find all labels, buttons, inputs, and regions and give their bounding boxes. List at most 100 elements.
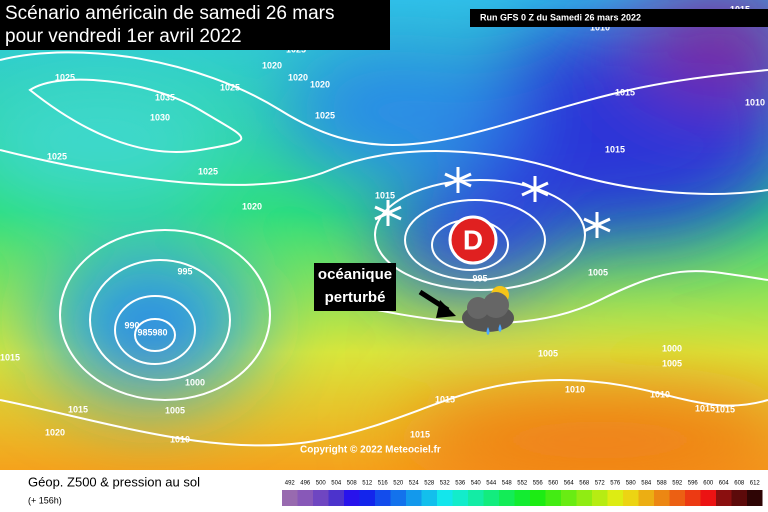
scale-swatch [716,490,732,506]
isobar-label: 985 [137,327,152,337]
isobar-label: 1020 [288,72,308,82]
scale-swatch [700,490,716,506]
scale-swatch [561,490,577,506]
isobar-label: 1015 [68,404,88,414]
scale-swatch [282,490,298,506]
scale-label: 572 [595,481,606,487]
scale-swatch [437,490,453,506]
scale-label: 600 [703,481,714,487]
isobar-label: 1035 [155,92,175,102]
weather-icon [462,286,514,335]
scale-swatch [375,490,391,506]
isobar-label: 1010 [745,97,765,107]
scale-swatch [592,490,608,506]
scale-swatch [669,490,685,506]
isobar-label: 1025 [55,72,75,82]
scale-label: 588 [657,481,668,487]
scale-label: 528 [424,481,435,487]
scale-label: 604 [719,481,730,487]
scale-label: 508 [347,481,358,487]
isobar-label: 1020 [310,79,330,89]
isobar-label: 1015 [375,190,395,200]
scale-swatch [328,490,344,506]
isobar-label: 1015 [695,403,715,413]
scale-label: 596 [688,481,699,487]
scale-swatch [483,490,499,506]
scale-swatch [452,490,468,506]
isobar-label: 1010 [170,434,190,444]
isobar-label: 1020 [242,201,262,211]
scale-label: 564 [564,481,575,487]
isobar-label: 980 [152,327,167,337]
scale-swatch [359,490,375,506]
scale-swatch [731,490,747,506]
scale-label: 524 [409,481,420,487]
scale-label: 580 [626,481,637,487]
scale-label: 576 [610,481,621,487]
scale-swatch [747,490,763,506]
isobar-label: 1005 [662,358,682,368]
scale-swatch [545,490,561,506]
scale-swatch [654,490,670,506]
scale-label: 560 [548,481,559,487]
scale-label: 568 [579,481,590,487]
annotation-text: océanique [318,266,392,283]
scale-label: 592 [672,481,683,487]
isobar-label: 995 [472,273,487,283]
scale-label: 540 [471,481,482,487]
scale-swatch [468,490,484,506]
isobar-label: 1025 [198,166,218,176]
scale-label: 520 [393,481,404,487]
arrow-head [436,300,456,318]
legend-title: Géop. Z500 & pression au sol [28,474,200,489]
scale-swatch [576,490,592,506]
isobar-label: 1015 [715,404,735,414]
isobar-label: 1015 [605,144,625,154]
low-label: D [463,224,483,255]
isobar-label: 1005 [588,267,608,277]
scale-swatch [499,490,515,506]
isobar-label: 1010 [565,384,585,394]
isobar-label: 1020 [262,60,282,70]
isobar-label: 1000 [185,377,205,387]
scale-label: 512 [362,481,373,487]
scale-swatch [421,490,437,506]
isobar-label: 1000 [662,343,682,353]
scale-swatch [297,490,313,506]
isobar-label: 1020 [45,427,65,437]
isobar-label: 1025 [220,82,240,92]
annotation-box [314,263,396,311]
isobar-label: 1005 [538,348,558,358]
scale-label: 584 [641,481,652,487]
isobar-label: 995 [177,266,192,276]
scale-swatch [638,490,654,506]
annotation-text: perturbé [325,289,386,306]
isobar-label: 1010 [590,22,610,32]
scale-swatch [685,490,701,506]
title: Scénario américain de samedi 26 mars [5,3,335,24]
isobar-label: 1015 [435,394,455,404]
scale-label: 536 [455,481,466,487]
scale-swatch [406,490,422,506]
scale-label: 492 [285,481,296,487]
isobar-label: 1030 [150,112,170,122]
isobar-label: 1025 [47,151,67,161]
scale-label: 548 [502,481,513,487]
isobar-label: 1025 [315,110,335,120]
scale-swatch [530,490,546,506]
scale-swatch [313,490,329,506]
scale-swatch [607,490,623,506]
scale-label: 544 [486,481,497,487]
title: pour vendredi 1er avril 2022 [5,26,242,47]
scale-swatch [390,490,406,506]
legend-subtitle: (+ 156h) [28,495,62,505]
scale-label: 516 [378,481,389,487]
scale-label: 532 [440,481,451,487]
isobar-label: 1010 [650,389,670,399]
scale-swatch [623,490,639,506]
low-pressure-marker [448,215,498,265]
scale-label: 500 [316,481,327,487]
isobar-label: 1005 [165,405,185,415]
scale-label: 504 [331,481,342,487]
